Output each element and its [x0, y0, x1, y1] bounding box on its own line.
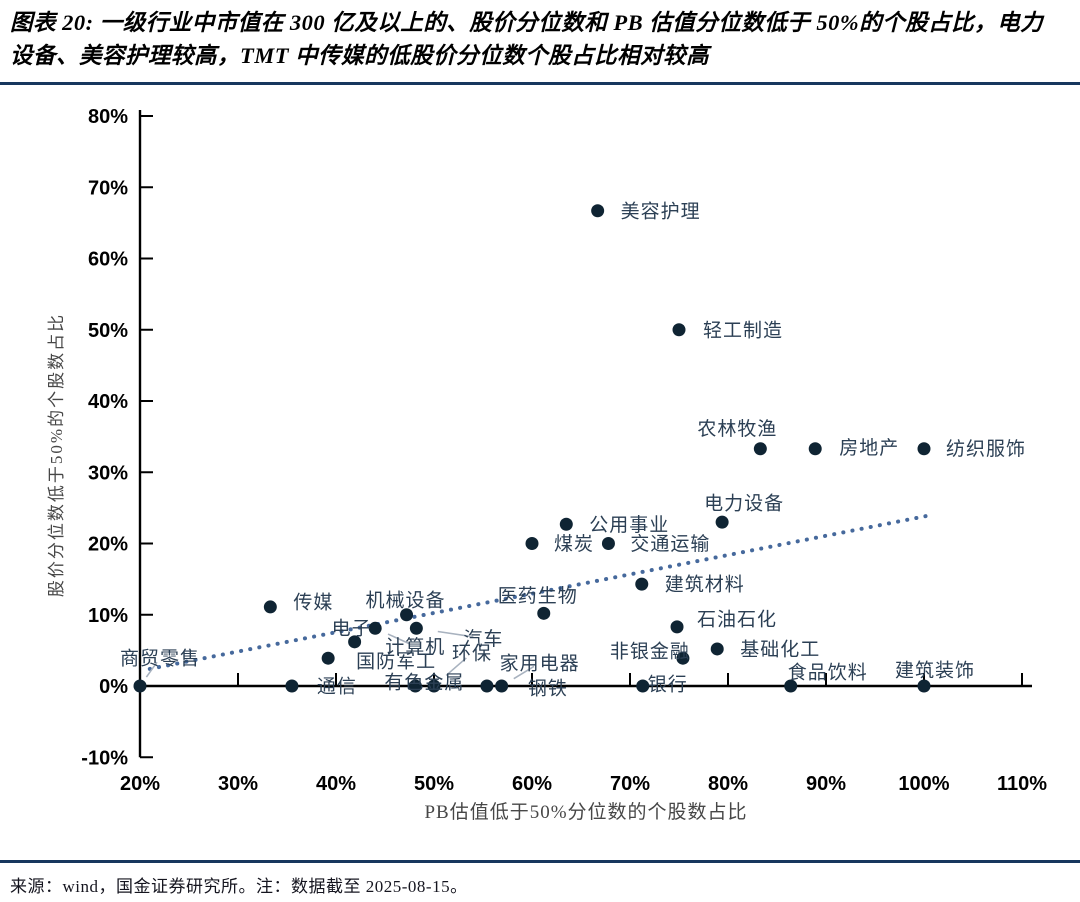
point-label: 轻工制造 — [703, 319, 783, 341]
y-tick-label: 50% — [88, 320, 128, 342]
y-axis-title: 股价分位数低于50%的个股数占比 — [47, 313, 66, 597]
data-point — [784, 679, 798, 693]
point-label: 环保 — [452, 643, 492, 665]
data-point — [525, 537, 539, 550]
point-label: 有色金属 — [384, 672, 464, 694]
y-tick-label: 0% — [99, 676, 128, 698]
data-point — [495, 679, 509, 693]
data-point — [710, 642, 724, 656]
data-point — [715, 515, 729, 529]
data-point — [263, 600, 277, 614]
data-point — [808, 442, 822, 456]
point-label: 计算机 — [385, 636, 445, 658]
source-footer: 来源：wind，国金证券研究所。注：数据截至 2025-08-15。 — [0, 860, 1080, 897]
y-tick-label: 40% — [88, 391, 128, 413]
point-label: 汽车 — [463, 628, 503, 650]
data-point — [480, 679, 494, 693]
data-point — [601, 537, 615, 550]
x-tick-label: 80% — [708, 773, 748, 795]
x-tick-label: 30% — [218, 773, 258, 795]
data-point — [321, 651, 335, 665]
data-point — [409, 621, 423, 635]
x-tick-label: 110% — [997, 773, 1047, 795]
data-point — [676, 651, 690, 665]
point-label: 非银金融 — [610, 641, 690, 663]
data-point — [635, 577, 649, 591]
x-tick-label: 70% — [610, 773, 650, 795]
trend-line — [147, 513, 930, 671]
point-label: 机械设备 — [366, 589, 446, 611]
data-point — [917, 679, 931, 693]
point-label: 美容护理 — [621, 200, 701, 222]
y-tick-label: 80% — [88, 106, 128, 128]
data-point — [636, 679, 650, 693]
point-label: 通信 — [317, 676, 357, 698]
data-point — [427, 679, 441, 693]
label-leader-line — [387, 633, 410, 645]
y-tick-label: -10% — [81, 747, 128, 769]
x-tick-label: 50% — [414, 773, 454, 795]
y-tick-label: 10% — [88, 605, 128, 627]
data-point — [368, 621, 382, 635]
y-tick-label: 30% — [88, 462, 128, 484]
data-point — [285, 679, 299, 693]
point-label: 银行 — [648, 674, 688, 696]
data-point — [559, 517, 573, 531]
x-tick-label: 20% — [120, 773, 160, 795]
point-label: 医药生物 — [498, 585, 578, 607]
point-label: 建筑装饰 — [895, 660, 975, 682]
point-label: 房地产 — [839, 437, 899, 459]
point-label: 传媒 — [293, 591, 333, 613]
data-point — [348, 635, 362, 649]
point-label: 食品饮料 — [788, 662, 868, 684]
point-label: 纺织服饰 — [946, 438, 1026, 460]
figure-title-block: 图表 20: 一级行业中市值在 300 亿及以上的、股价分位数和 PB 估值分位… — [0, 0, 1080, 85]
point-label: 公用事业 — [589, 514, 669, 536]
data-point — [672, 323, 686, 337]
figure-title: 图表 20: 一级行业中市值在 300 亿及以上的、股价分位数和 PB 估值分位… — [10, 10, 1044, 68]
label-leader-line — [145, 661, 158, 678]
x-tick-label: 40% — [316, 773, 356, 795]
point-label: 石油石化 — [697, 608, 777, 630]
point-label: 家用电器 — [500, 653, 580, 675]
data-point — [408, 679, 422, 693]
y-tick-label: 70% — [88, 177, 128, 199]
x-tick-label: 90% — [806, 773, 846, 795]
point-label: 交通运输 — [630, 533, 710, 555]
data-point — [133, 679, 147, 693]
point-label: 建筑材料 — [665, 574, 745, 596]
point-label: 电力设备 — [704, 493, 784, 515]
point-label: 电子 — [332, 617, 372, 639]
label-leader-line — [437, 630, 474, 638]
point-label: 煤炭 — [554, 533, 594, 555]
label-leader-line — [513, 665, 535, 680]
point-label: 农林牧渔 — [697, 418, 777, 440]
data-point — [537, 606, 551, 620]
data-point — [591, 204, 605, 218]
y-tick-label: 20% — [88, 534, 128, 556]
data-point — [917, 442, 931, 456]
point-label: 商贸零售 — [120, 648, 200, 670]
x-axis-title: PB估值低于50%分位数的个股数占比 — [424, 801, 747, 823]
label-leader-line — [445, 657, 467, 677]
y-tick-label: 60% — [88, 249, 128, 271]
point-label: 基础化工 — [740, 638, 820, 660]
x-tick-label: 60% — [512, 773, 552, 795]
point-label: 国防军工 — [356, 651, 436, 673]
point-label: 钢铁 — [528, 678, 568, 700]
x-tick-label: 100% — [898, 773, 949, 795]
data-point — [670, 620, 684, 634]
data-point — [400, 608, 414, 622]
data-point — [753, 442, 767, 456]
source-note: 来源：wind，国金证券研究所。注：数据截至 2025-08-15。 — [10, 877, 468, 896]
